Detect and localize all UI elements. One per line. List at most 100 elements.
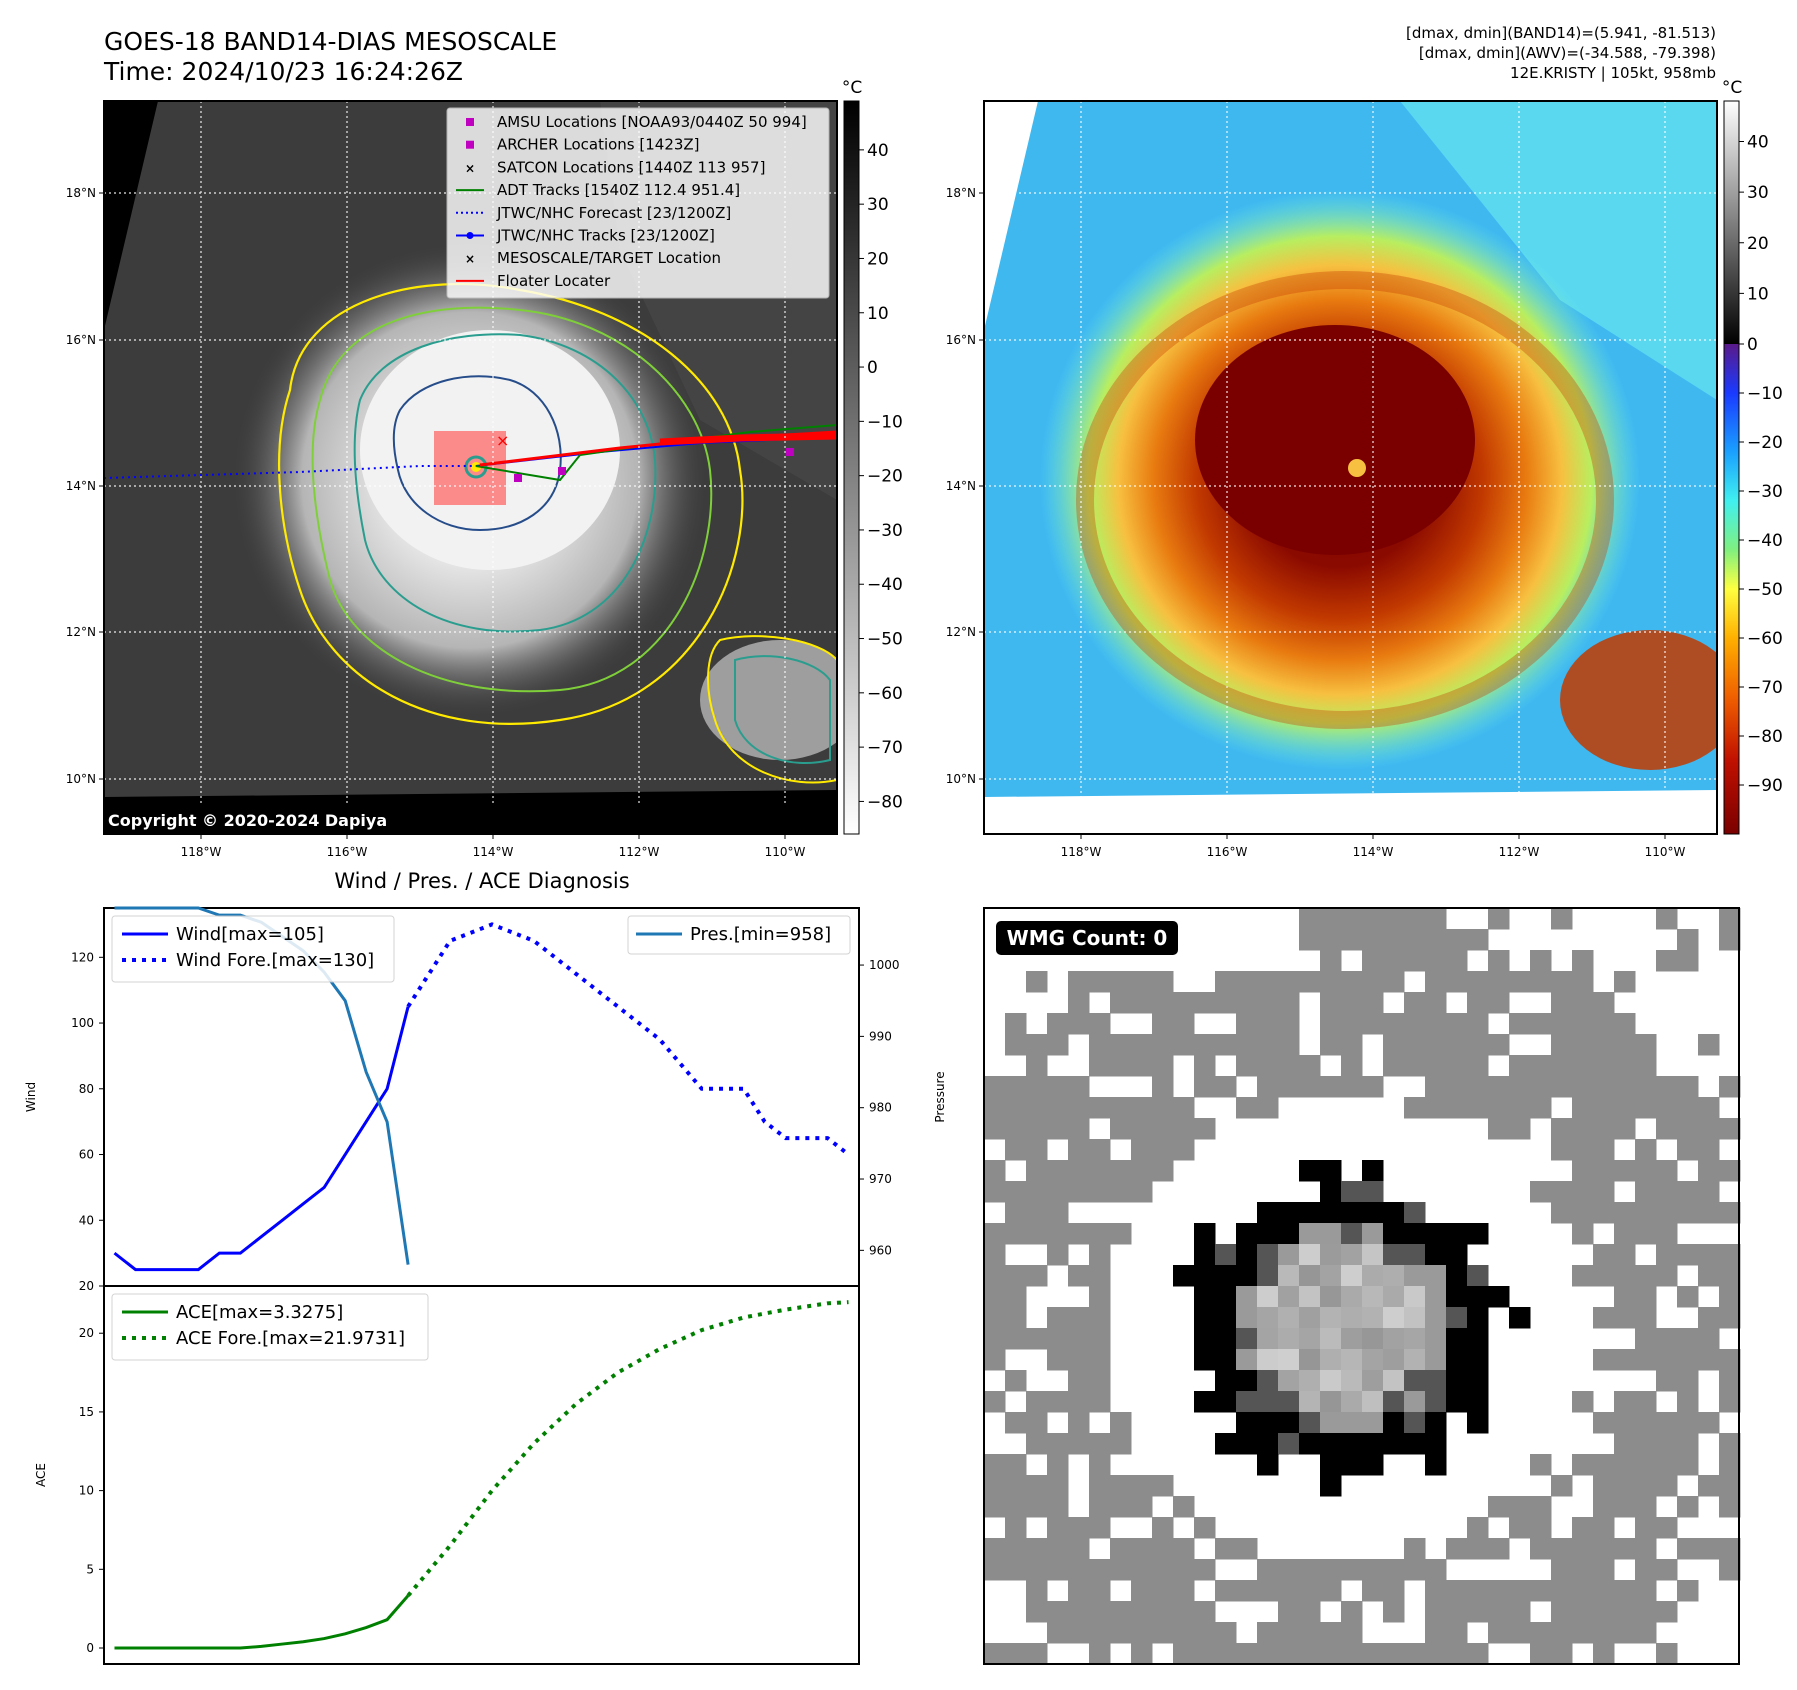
legend-label: Wind[max=105] — [176, 924, 324, 945]
lon-tick-label: 118°W — [1061, 845, 1102, 859]
ace-tick-label: 20 — [79, 1326, 94, 1340]
legend-label: Floater Locater — [497, 272, 611, 290]
map-legend: AMSU Locations [NOAA93/0440Z 50 994] ARCH… — [446, 107, 830, 299]
colorbar-tick: −90 — [1747, 776, 1783, 796]
colorbar-tick: −10 — [1747, 384, 1783, 404]
ace-series-line-1 — [406, 1300, 849, 1597]
legend-label: ACE Fore.[max=21.9731] — [176, 1328, 405, 1349]
legend-label: JTWC/NHC Tracks [23/1200Z] — [496, 227, 715, 245]
colorbar-color-unit: °C — [1722, 78, 1742, 98]
colorbar-tick: −50 — [1747, 580, 1783, 600]
legend-marker: × — [465, 252, 475, 266]
legend-label: Pres.[min=958] — [690, 924, 831, 945]
legend-marker: × — [465, 161, 475, 175]
wind-tick-label: 60 — [79, 1148, 94, 1162]
ace-series-line-0 — [114, 1594, 410, 1650]
lon-tick-label: 118°W — [181, 845, 222, 859]
wmg-panel: WMG Count: 0 — [983, 907, 1741, 1665]
colorbar-tick: 0 — [867, 358, 878, 378]
colorbar-tick: 10 — [867, 304, 889, 324]
lat-tick-label: 18°N — [946, 186, 976, 200]
legend-label: ADT Tracks [1540Z 112.4 951.4] — [497, 181, 740, 199]
map-legend-item: JTWC/NHC Tracks [23/1200Z] — [456, 227, 715, 245]
pressure-ylabel: Pressure — [933, 1071, 947, 1122]
stats-awv: [dmax, dmin](AWV)=(-34.588, -79.398) — [1419, 44, 1716, 62]
copyright-label: Copyright © 2020-2024 Dapiya — [108, 811, 387, 830]
lon-tick-label: 110°W — [1645, 845, 1686, 859]
colorbar-tick: −50 — [867, 630, 903, 650]
lat-tick-label: 12°N — [946, 625, 976, 639]
series-line-1 — [406, 922, 850, 1157]
wind-legend: Wind[max=105] Wind Fore.[max=130] — [111, 915, 395, 983]
ace-ylabel: ACE — [34, 1463, 48, 1487]
wmg-count-label: WMG Count: 0 — [1007, 926, 1168, 950]
legend-marker — [466, 140, 474, 149]
ace-tick-label: 5 — [86, 1562, 94, 1576]
wind-tick-label: 100 — [71, 1016, 94, 1030]
lat-tick-label: 16°N — [66, 333, 96, 347]
colorbar-tick: 30 — [1747, 183, 1769, 203]
stats-band14: [dmax, dmin](BAND14)=(5.941, -81.513) — [1406, 24, 1716, 42]
colorbar-tick: 40 — [867, 141, 889, 161]
legend-label: ARCHER Locations [1423Z] — [497, 136, 700, 154]
color-map-panel — [984, 101, 1717, 834]
map-legend-item: × SATCON Locations [1440Z 113 957] — [465, 158, 765, 176]
colorbar-tick: −80 — [1747, 727, 1783, 747]
colorbar-tick: −20 — [867, 467, 903, 487]
lon-tick-label: 112°W — [619, 845, 660, 859]
ace-legend: ACE[max=3.3275] ACE Fore.[max=21.9731] — [111, 1293, 429, 1361]
lon-tick-label: 114°W — [1353, 845, 1394, 859]
colorbar-color: °C 40 30 20 10 0 −10 −20 −30 −40 −50 −60 −70 −80 −90 — [1722, 78, 1783, 835]
colorbar-tick: −60 — [867, 684, 903, 704]
colorbar-tick: 20 — [1747, 234, 1769, 254]
legend-label: Wind Fore.[max=130] — [176, 950, 374, 971]
ace-chart: 0 5 10 15 20 ACE[max=3.3275] ACE Fore.[max=21.… — [34, 1285, 860, 1665]
colorbar-gray: °C 40 30 20 10 0 −10 −20 −30 −40 −50 −60 −70 −80 — [842, 78, 903, 835]
figure-time: Time: 2024/10/23 16:24:26Z — [103, 57, 463, 86]
lon-tick-label: 112°W — [1499, 845, 1540, 859]
wind-ylabel: Wind — [24, 1082, 38, 1112]
wind-chart: 20 40 60 80 100 120 960 970 980 990 1000 Wind[max=1… — [24, 906, 947, 1293]
colorbar-tick: −70 — [1747, 678, 1783, 698]
map-legend-item: × MESOSCALE/TARGET Location — [465, 249, 721, 267]
lat-tick-label: 16°N — [946, 333, 976, 347]
series-line-0 — [113, 1006, 410, 1272]
colorbar-tick: −40 — [867, 575, 903, 595]
colorbar-tick: −80 — [867, 792, 903, 812]
colorbar-tick: 0 — [1747, 335, 1758, 355]
lat-tick-label: 10°N — [946, 772, 976, 786]
colorbar-tick: −30 — [867, 521, 903, 541]
map-legend-item: JTWC/NHC Forecast [23/1200Z] — [456, 204, 731, 222]
map-legend-item: AMSU Locations [NOAA93/0440Z 50 994] — [466, 113, 807, 131]
wind-tick-label: 40 — [79, 1213, 94, 1227]
colorbar-gray-unit: °C — [842, 78, 862, 98]
colorbar-tick: 10 — [1747, 284, 1769, 304]
colorbar-tick: −10 — [867, 412, 903, 432]
wind-tick-label: 80 — [79, 1082, 94, 1096]
colorbar-tick: 30 — [867, 195, 889, 215]
legend-label: ACE[max=3.3275] — [176, 1302, 343, 1323]
colorbar-tick: 20 — [867, 249, 889, 269]
pressure-legend: Pres.[min=958] — [627, 915, 851, 955]
colorbar-tick: −20 — [1747, 433, 1783, 453]
lon-tick-label: 116°W — [327, 845, 368, 859]
map-legend-item: ADT Tracks [1540Z 112.4 951.4] — [456, 181, 740, 199]
legend-marker — [466, 118, 474, 126]
legend-label: AMSU Locations [NOAA93/0440Z 50 994] — [497, 113, 807, 131]
lat-tick-label: 10°N — [66, 772, 96, 786]
pressure-tick-label: 1000 — [869, 958, 900, 972]
ace-tick-label: 0 — [86, 1641, 94, 1655]
svg-text:×: × — [496, 431, 509, 450]
colorbar-tick: −40 — [1747, 531, 1783, 551]
chart-title: Wind / Pres. / ACE Diagnosis — [334, 869, 629, 893]
pressure-tick-label: 970 — [869, 1172, 892, 1186]
lat-tick-label: 14°N — [946, 479, 976, 493]
ace-tick-label: 15 — [79, 1405, 94, 1419]
wind-tick-label: 120 — [71, 950, 94, 964]
lon-tick-label: 116°W — [1207, 845, 1248, 859]
pressure-tick-label: 990 — [869, 1029, 892, 1043]
pressure-tick-label: 980 — [869, 1101, 892, 1115]
wind-tick-label: 20 — [79, 1279, 94, 1293]
map-legend-item: Floater Locater — [456, 272, 611, 290]
